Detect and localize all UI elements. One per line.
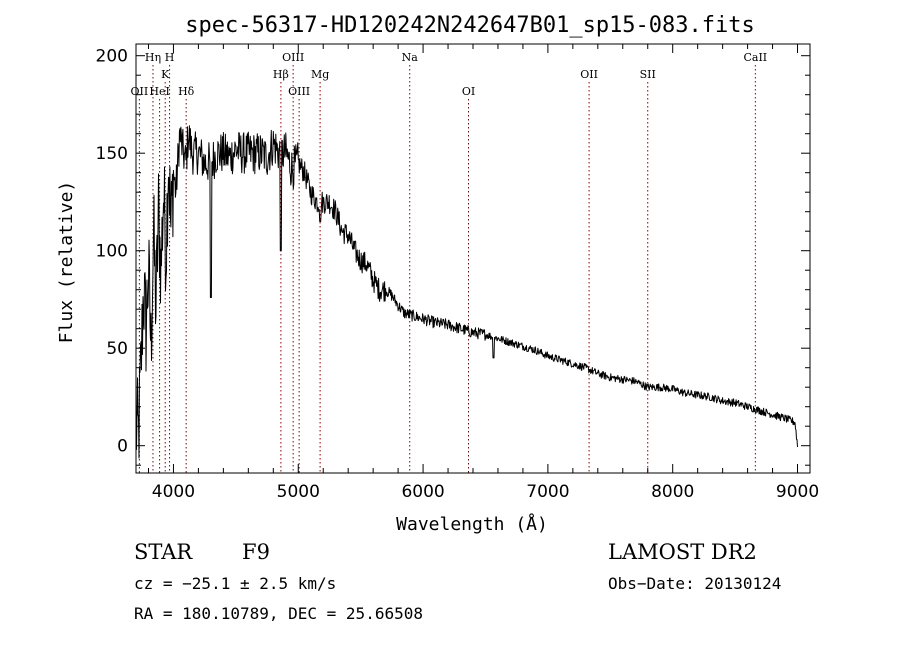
y-tick-label: 100: [96, 242, 128, 262]
object-type: STAR: [134, 540, 193, 564]
redshift-readout: cz = −25.1 ± 2.5 km/s: [134, 574, 336, 593]
spectral-subclass: F9: [242, 540, 270, 564]
spectral-line-label: CaII: [743, 51, 767, 64]
plot-frame: [135, 43, 811, 474]
spectral-line-label: K: [161, 68, 170, 81]
spectral-line-label: SII: [640, 68, 656, 81]
coordinates: RA = 180.10789, DEC = 25.66508: [134, 604, 423, 623]
x-axis-label: Wavelength (Å): [396, 513, 548, 535]
spectral-line-label: Hδ: [178, 85, 195, 98]
spectral-line-label: OI: [462, 85, 475, 98]
obs-date: Obs−Date: 20130124: [608, 574, 781, 593]
spectral-line-label: Hβ: [273, 68, 289, 81]
x-tick-label: 4000: [152, 482, 195, 502]
spectral-line-label: OII: [131, 85, 149, 98]
spectral-line-label: OIII: [282, 51, 304, 64]
spectral-line-label: Hη: [145, 51, 161, 64]
y-tick-label: 150: [96, 144, 128, 164]
spectral-line-label: Mg: [311, 68, 329, 81]
y-tick-label: 0: [117, 437, 128, 457]
y-axis-label: Flux (relative): [56, 181, 77, 344]
spectrum-line: [135, 125, 798, 459]
spectral-line-label: Na: [402, 51, 419, 64]
y-tick-label: 200: [96, 47, 128, 67]
x-tick-label: 5000: [277, 482, 320, 502]
x-tick-label: 7000: [526, 482, 569, 502]
spectral-line-label: OII: [580, 68, 598, 81]
y-tick-label: 50: [106, 339, 128, 359]
survey-name: LAMOST DR2: [608, 540, 757, 564]
x-tick-label: 8000: [651, 482, 694, 502]
x-tick-label: 6000: [401, 482, 444, 502]
spectral-line-label: H: [165, 51, 175, 64]
spectral-line-label: OIII: [288, 85, 310, 98]
chart-title: spec-56317-HD120242N242647B01_sp15-083.f…: [185, 13, 755, 38]
x-tick-label: 9000: [776, 482, 819, 502]
spectral-line-label: HeI: [149, 85, 169, 98]
